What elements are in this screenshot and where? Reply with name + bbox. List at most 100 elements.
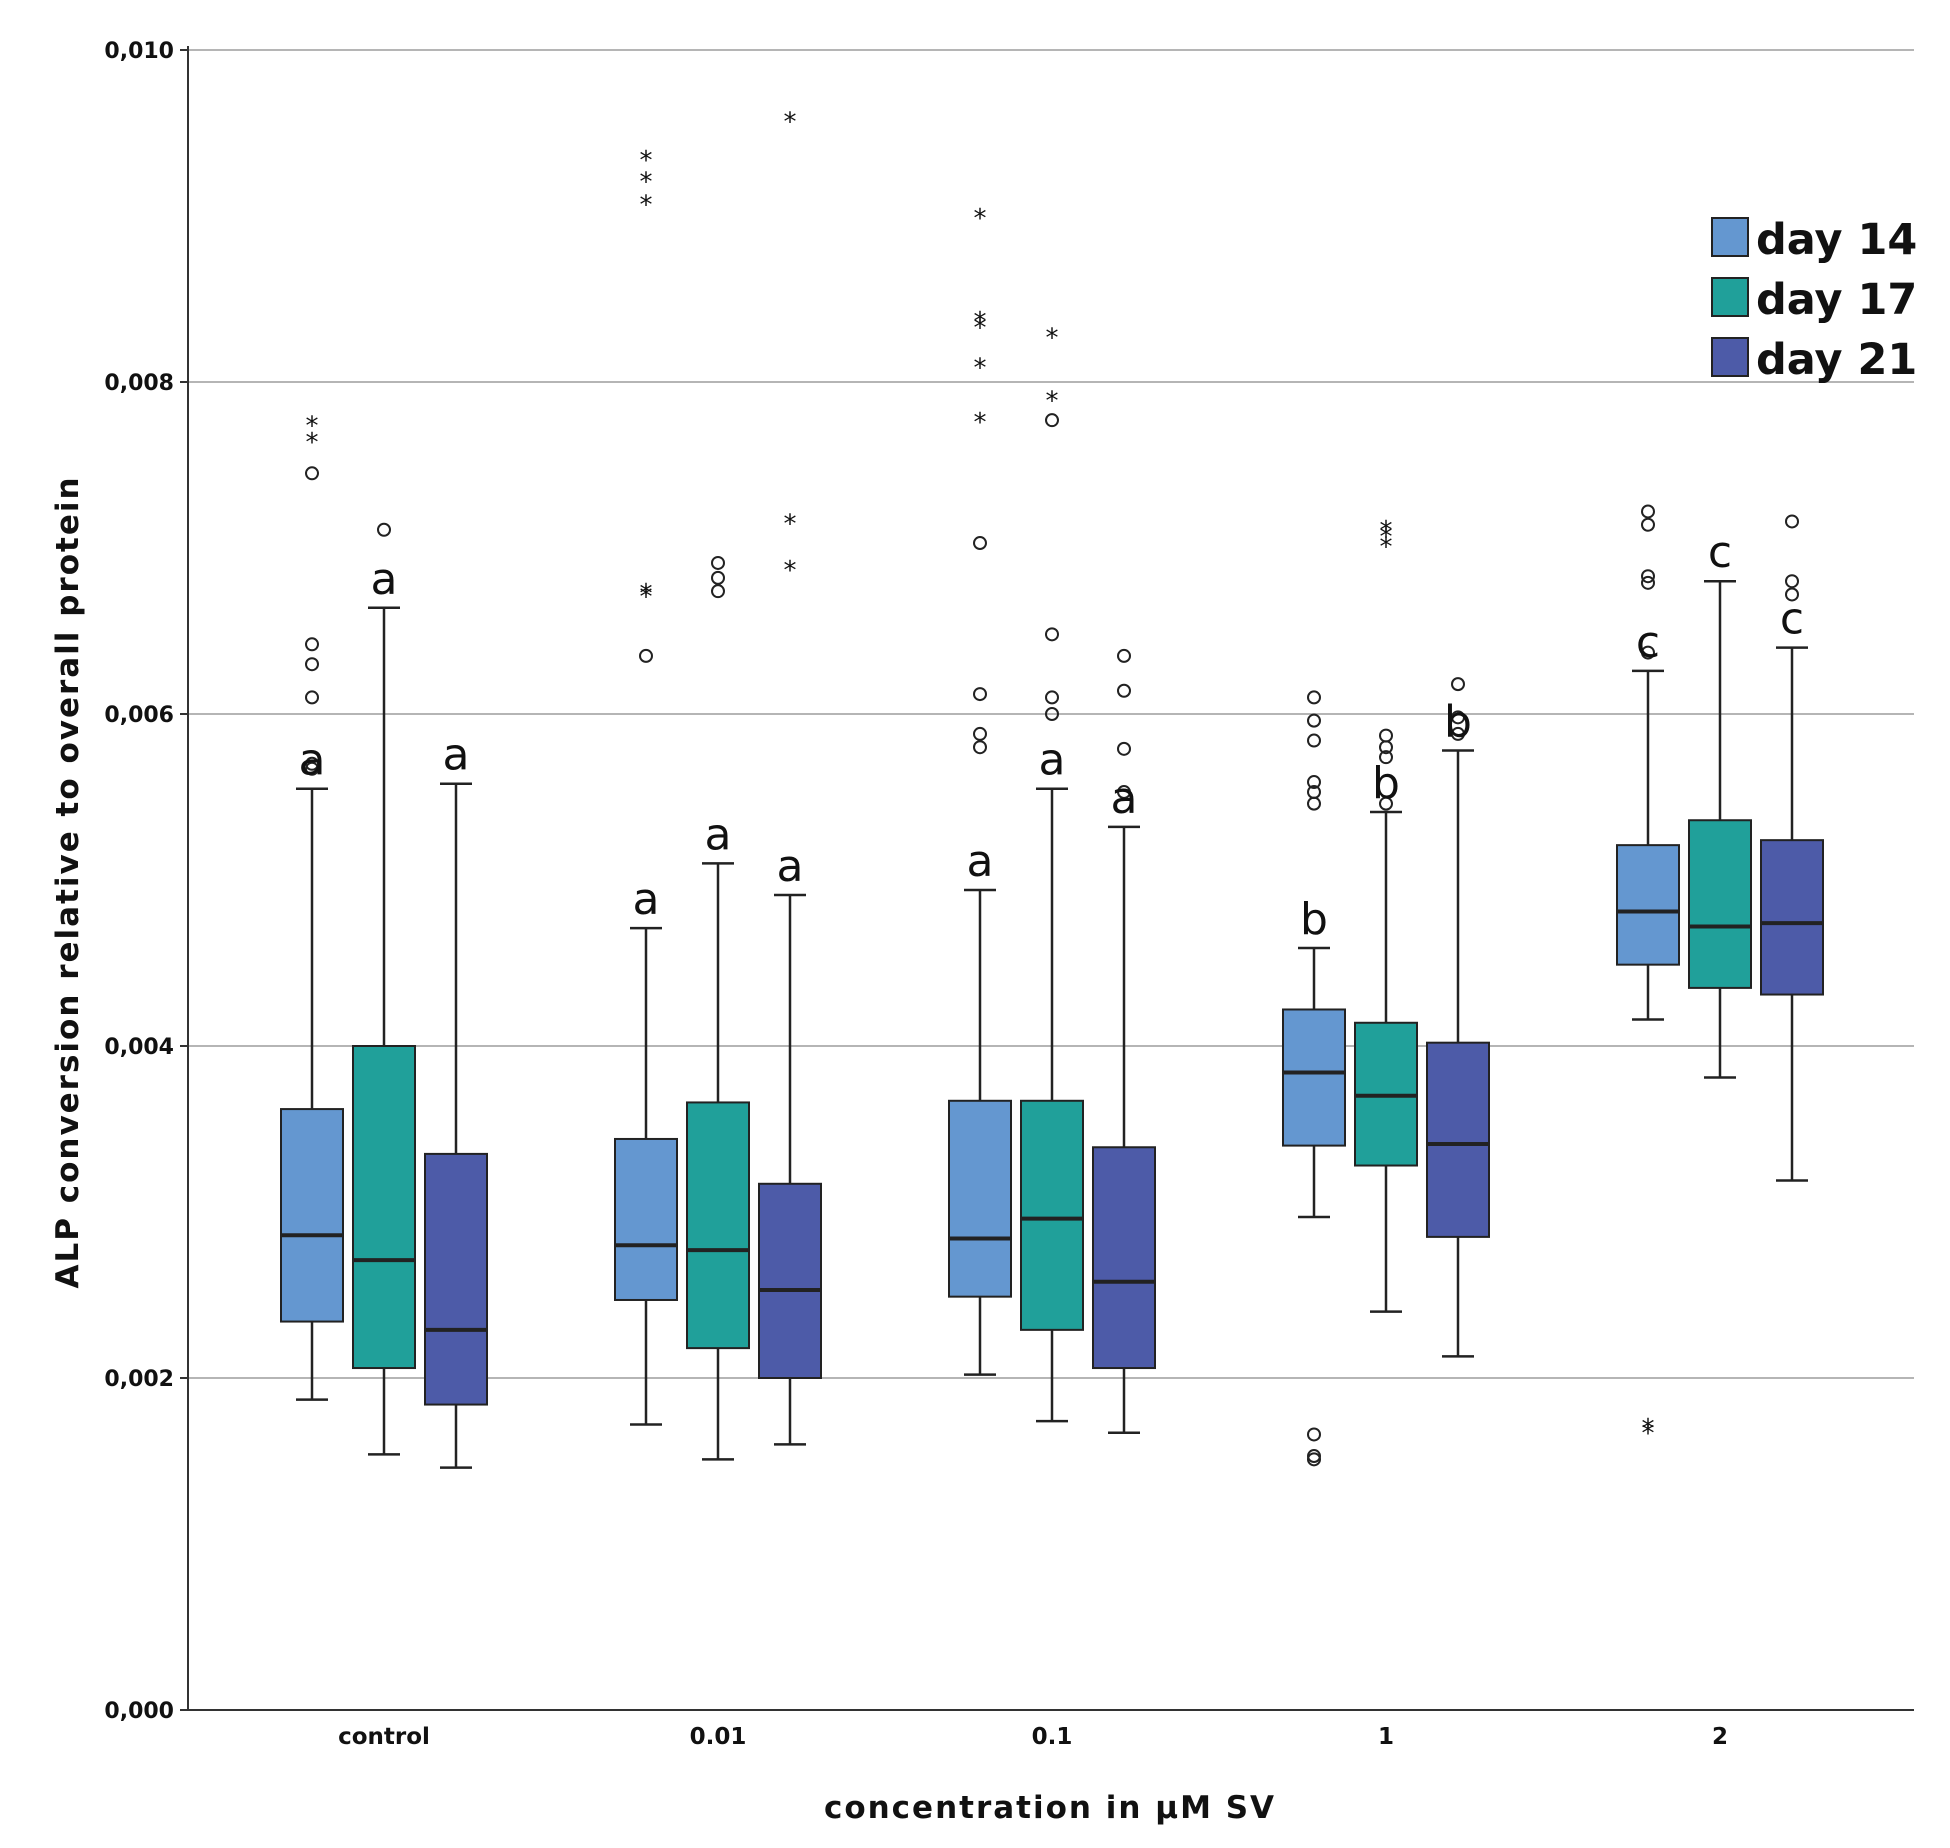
outlier-point bbox=[1451, 677, 1465, 692]
legend: day 14 day 17 day 21 bbox=[1711, 215, 1917, 385]
axes bbox=[180, 46, 1914, 1711]
outlier-point bbox=[1307, 713, 1321, 728]
x-axis-title: concentration in µM SV bbox=[824, 1790, 1276, 1826]
x-category-label: 0.01 bbox=[690, 1724, 747, 1750]
outlier-point bbox=[973, 740, 987, 755]
extreme-point: * bbox=[1380, 523, 1393, 553]
box-day-14-control bbox=[280, 787, 344, 1401]
outlier-point bbox=[1307, 1427, 1321, 1442]
x-category-label: 0.1 bbox=[1032, 1724, 1073, 1750]
outlier-point bbox=[1117, 741, 1131, 756]
outlier-point bbox=[1379, 750, 1393, 765]
extreme-point: * bbox=[974, 307, 987, 337]
outlier-point bbox=[1641, 575, 1655, 590]
box-day-14-0.1 bbox=[948, 888, 1012, 1376]
iqr-box bbox=[1688, 819, 1752, 989]
outlier-point bbox=[1307, 785, 1321, 800]
extreme-point: * bbox=[640, 167, 653, 197]
legend-label: day 21 bbox=[1756, 335, 1917, 385]
significance-letter: a bbox=[705, 809, 732, 860]
legend-item: day 21 bbox=[1711, 335, 1917, 385]
box-day-17-2 bbox=[1688, 579, 1752, 1079]
y-axis-title: ALP conversion relative to overall prote… bbox=[50, 475, 86, 1288]
outlier-point bbox=[1641, 645, 1655, 660]
extreme-point: * bbox=[784, 509, 797, 539]
outlier-point bbox=[377, 522, 391, 537]
outlier-point bbox=[1307, 1449, 1321, 1464]
legend-swatch bbox=[1711, 337, 1749, 377]
extreme-point: * bbox=[306, 412, 319, 442]
outlier-point bbox=[711, 555, 725, 570]
iqr-box bbox=[280, 1108, 344, 1323]
outlier-point bbox=[305, 761, 319, 776]
outlier-points: ********************** bbox=[305, 108, 1799, 1467]
outlier-point bbox=[1641, 504, 1655, 519]
legend-label: day 17 bbox=[1756, 275, 1917, 325]
box-day-21-2 bbox=[1760, 646, 1824, 1182]
legend-swatch bbox=[1711, 217, 1749, 257]
y-tick-label: 0,002 bbox=[104, 1367, 174, 1392]
significance-letter: b bbox=[1300, 894, 1328, 945]
outlier-point bbox=[305, 466, 319, 481]
outlier-point bbox=[1117, 785, 1131, 800]
extreme-point: * bbox=[784, 556, 797, 586]
significance-letter: a bbox=[1039, 735, 1066, 786]
y-tick-label: 0,006 bbox=[104, 703, 174, 728]
significance-letter: c bbox=[1780, 594, 1804, 645]
box-day-14-2 bbox=[1616, 669, 1680, 1021]
y-tick-label: 0,000 bbox=[104, 1699, 174, 1724]
box-day-14-0.01 bbox=[614, 926, 678, 1426]
iqr-box bbox=[424, 1152, 488, 1406]
extreme-point: * bbox=[640, 146, 653, 176]
extreme-point: * bbox=[1380, 516, 1393, 546]
outlier-point bbox=[1785, 514, 1799, 529]
extreme-point: * bbox=[640, 191, 653, 221]
x-category-labels: control 0.01 0.1 1 2 bbox=[338, 1724, 1728, 1750]
significance-letter: c bbox=[1708, 527, 1732, 578]
significance-letter: a bbox=[633, 874, 660, 925]
outlier-point bbox=[305, 657, 319, 672]
outlier-point bbox=[1307, 690, 1321, 705]
significance-letter: c bbox=[1636, 617, 1660, 668]
box-day-21-control bbox=[424, 782, 488, 1469]
outlier-point bbox=[1045, 690, 1059, 705]
outlier-point bbox=[1379, 728, 1393, 743]
box-day-17-control bbox=[352, 606, 416, 1456]
box-series bbox=[280, 579, 1824, 1469]
outlier-point bbox=[1451, 710, 1465, 725]
outlier-point bbox=[639, 648, 653, 663]
y-tick-labels: 0,000 0,002 0,004 0,006 0,008 0,010 bbox=[104, 39, 174, 1724]
extreme-point: * bbox=[974, 314, 987, 344]
outlier-point bbox=[1307, 796, 1321, 811]
extreme-point: * bbox=[784, 108, 797, 138]
outlier-point bbox=[1785, 587, 1799, 602]
iqr-box bbox=[1020, 1099, 1084, 1331]
significance-letter: a bbox=[1111, 773, 1138, 824]
y-tick-label: 0,008 bbox=[104, 371, 174, 396]
outlier-point bbox=[973, 687, 987, 702]
y-tick-label: 0,004 bbox=[104, 1035, 174, 1060]
extreme-point: * bbox=[1642, 1414, 1655, 1444]
outlier-point bbox=[305, 637, 319, 652]
iqr-box bbox=[1616, 844, 1680, 966]
extreme-point: * bbox=[1380, 533, 1393, 563]
significance-letter: a bbox=[299, 735, 326, 786]
box-day-17-0.01 bbox=[686, 862, 750, 1461]
legend-label: day 14 bbox=[1756, 215, 1917, 265]
extreme-point: * bbox=[974, 353, 987, 383]
outlier-point bbox=[305, 690, 319, 705]
outlier-point bbox=[1641, 569, 1655, 584]
outlier-point bbox=[1451, 726, 1465, 741]
outlier-point bbox=[1785, 574, 1799, 589]
outlier-point bbox=[711, 570, 725, 585]
outlier-point bbox=[1307, 733, 1321, 748]
iqr-box bbox=[1760, 839, 1824, 996]
outlier-point bbox=[1045, 627, 1059, 642]
box-day-21-0.01 bbox=[758, 893, 822, 1446]
significance-letter: a bbox=[371, 554, 398, 605]
significance-letter: a bbox=[443, 730, 470, 781]
box-day-17-0.1 bbox=[1020, 787, 1084, 1423]
box-day-14-1 bbox=[1282, 946, 1346, 1219]
